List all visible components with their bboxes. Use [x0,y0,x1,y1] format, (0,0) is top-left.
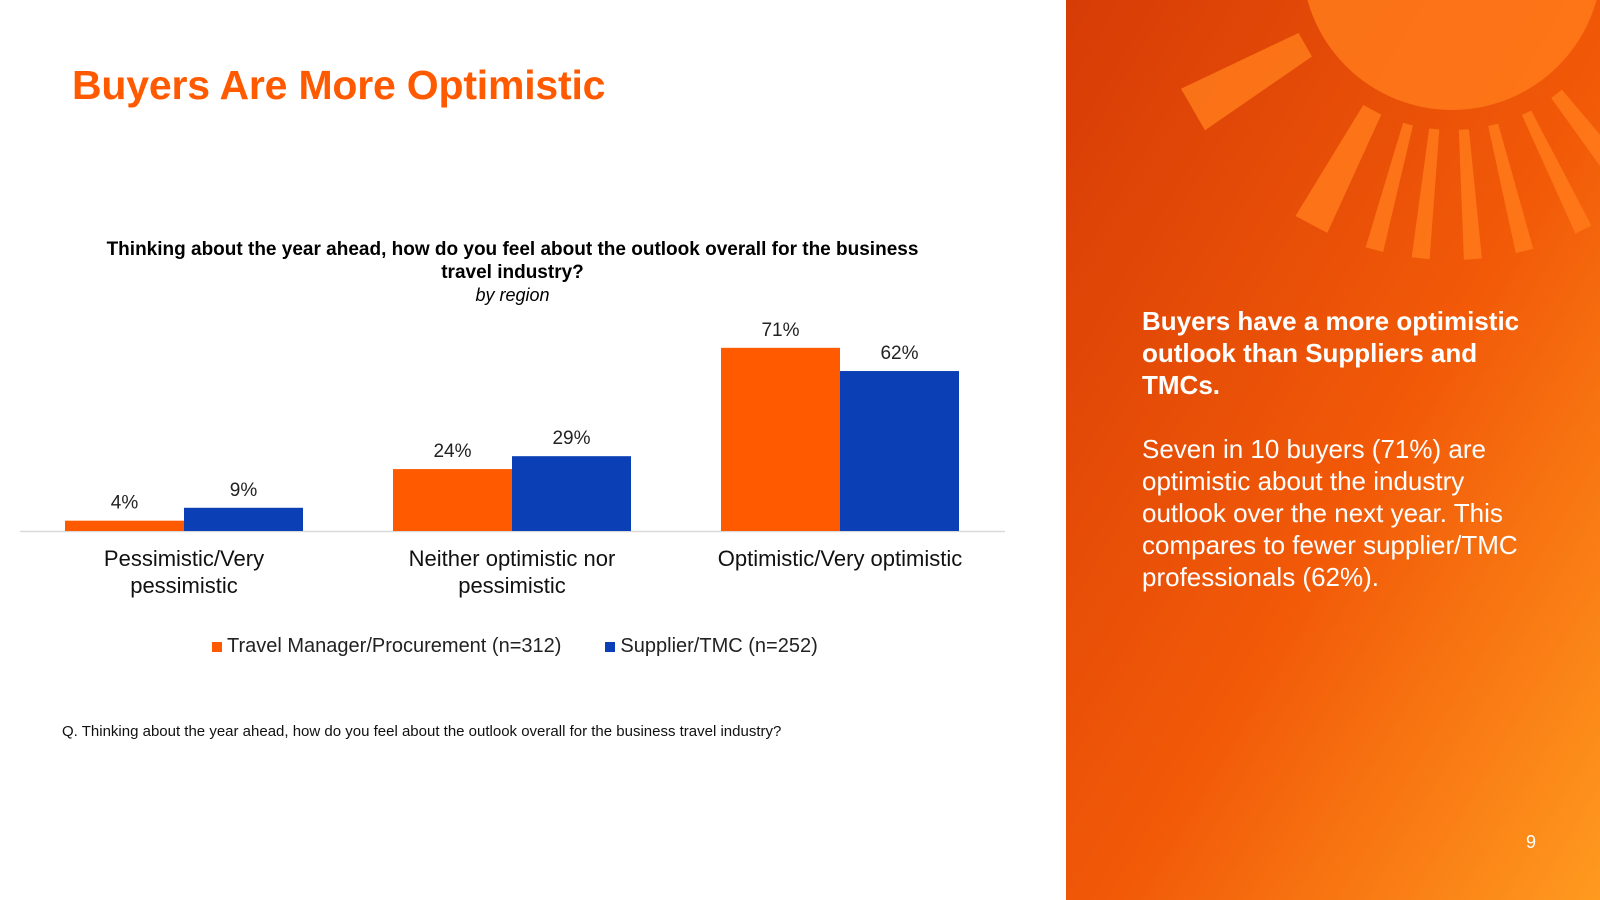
bar-buyers-2 [721,347,840,531]
sun-ray-2 [1365,122,1413,252]
legend-label-buyers: Travel Manager/Procurement (n=312) [227,635,562,657]
sun-graphic [1066,0,1600,900]
legend-item-suppliers: Supplier/TMC (n=252) [605,635,818,658]
sun-ray-3 [1411,128,1440,260]
legend-swatch-buyers [212,641,222,652]
sun-ray-5 [1488,123,1534,254]
category-label-1: Neither optimistic nor pessimistic [409,546,616,598]
category-label-0: Pessimistic/Very pessimistic [104,546,264,598]
data-label-buyers-2: 71% [761,320,799,341]
legend-item-buyers: Travel Manager/Procurement (n=312) [212,635,561,658]
data-label-suppliers-1: 29% [552,428,590,449]
legend-label-suppliers: Supplier/TMC (n=252) [620,635,818,657]
sun-ray-6 [1521,110,1592,234]
sun-ray-7 [1551,89,1600,166]
data-label-buyers-0: 4% [111,493,139,514]
data-label-suppliers-0: 9% [230,480,258,501]
bar-buyers-0 [65,520,184,531]
page-number: 9 [1525,832,1536,852]
legend-swatch-suppliers [605,641,616,652]
survey-question-footnote: Q. Thinking about the year ahead, how do… [62,723,782,740]
sun-ray-1 [1295,105,1382,233]
chart-title: Thinking about the year ahead, how do yo… [106,239,919,283]
side-panel-body: Seven in 10 buyers (71%) are optimistic … [1142,434,1518,592]
chart-legend: Travel Manager/Procurement (n=312) Suppl… [212,635,862,658]
data-label-suppliers-2: 62% [880,343,918,364]
chart-subtitle: by region [475,285,550,305]
bar-suppliers-0 [184,507,303,531]
sun-ray-4 [1458,129,1482,260]
bar-suppliers-1 [512,456,631,531]
bar-chart: 4% 9% Pessimistic/Very pessimistic 24% 29% Nei… [20,320,1005,598]
page-title: Buyers Are More Optimistic [72,62,606,108]
sun-ray-0 [1181,33,1312,131]
bar-suppliers-2 [840,371,959,531]
panel-background [1066,0,1600,900]
category-label-2: Optimistic/Very optimistic [718,546,963,571]
side-panel-heading: Buyers have a more optimistic outlook th… [1142,306,1520,400]
side-panel: Buyers have a more optimistic outlook th… [1066,0,1600,900]
data-label-buyers-1: 24% [433,441,471,462]
bar-buyers-1 [393,469,512,531]
sun-disc [1307,0,1597,110]
